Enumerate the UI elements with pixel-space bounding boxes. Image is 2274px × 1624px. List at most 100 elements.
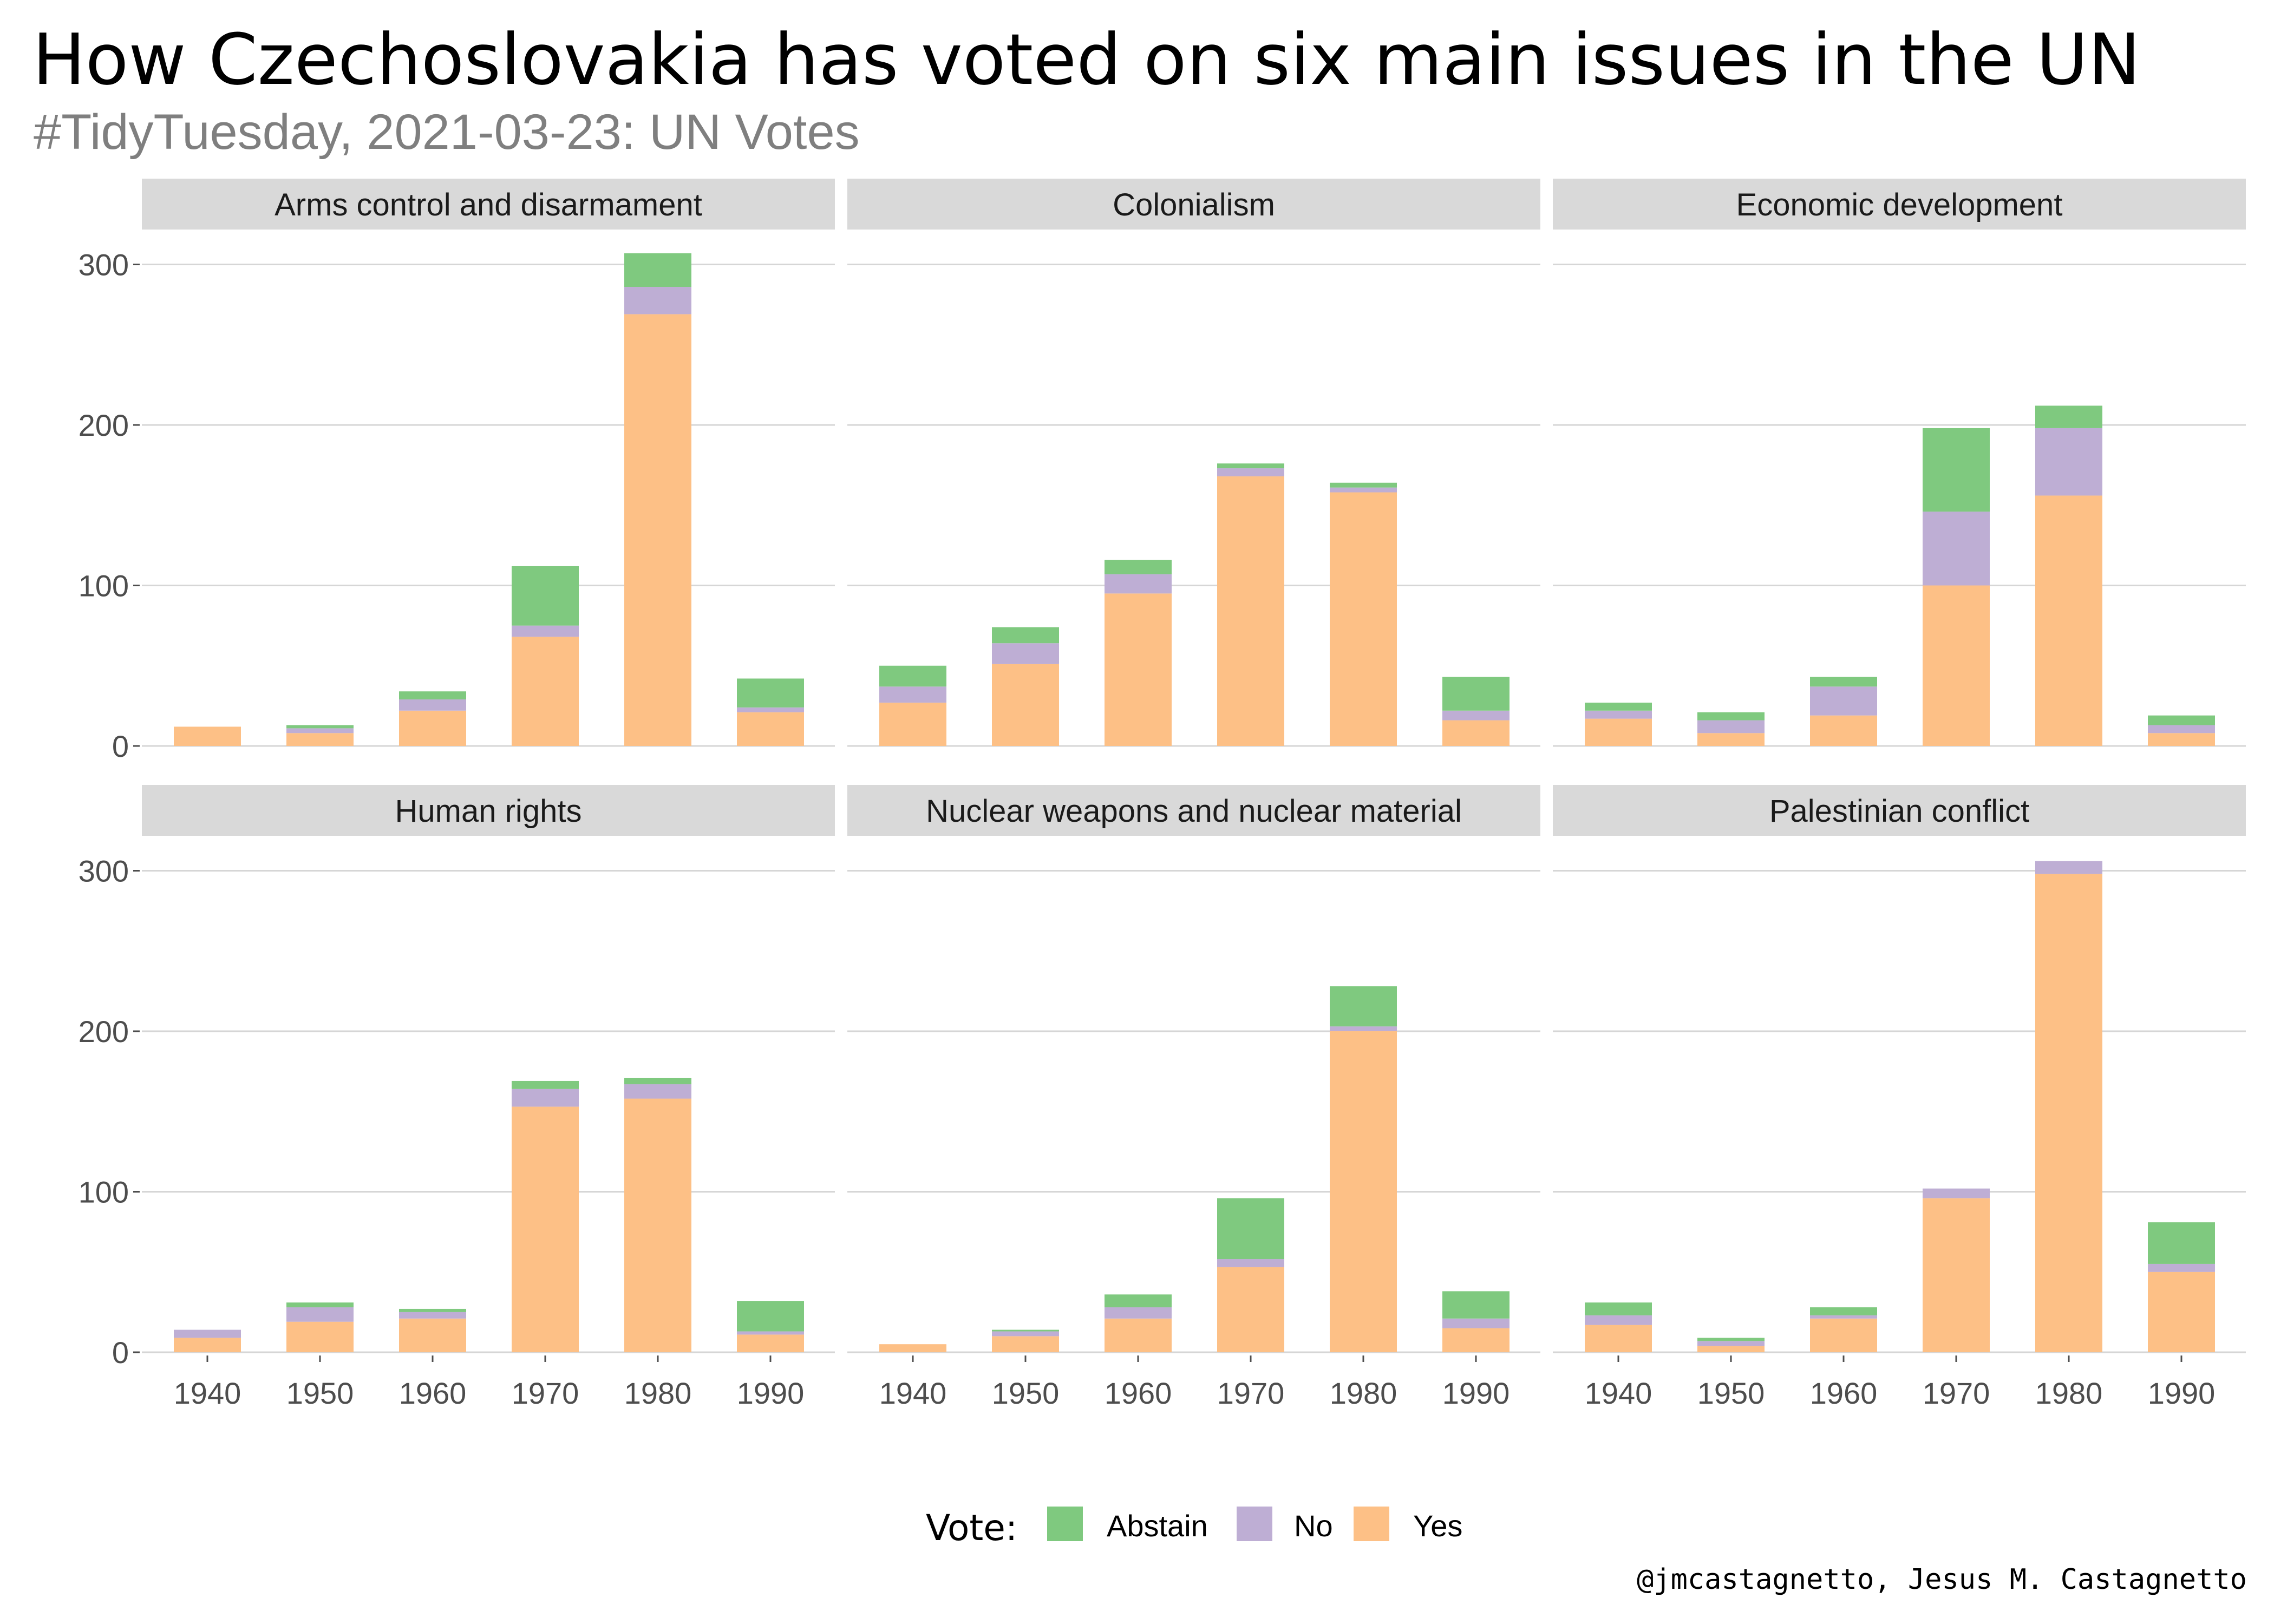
bar-abstain-1980: [624, 1077, 691, 1084]
bar-abstain-1970: [512, 1081, 579, 1089]
y-tick-label: 100: [79, 569, 129, 603]
bar-no-1960: [1810, 686, 1877, 716]
bar-yes-1970: [1217, 476, 1284, 746]
bar-no-1940: [1585, 1315, 1652, 1325]
legend-swatch-abstain: [1047, 1507, 1083, 1541]
bar-yes-1950: [1697, 1346, 1765, 1352]
y-tick-label: 0: [112, 1335, 129, 1370]
x-tick-label: 1990: [737, 1376, 805, 1410]
bar-yes-1940: [1585, 1325, 1652, 1352]
y-tick-label: 200: [79, 1014, 129, 1049]
bar-abstain-1950: [992, 1330, 1059, 1332]
bar-yes-1990: [737, 712, 804, 746]
bar-no-1950: [286, 728, 354, 734]
facet-strip-label: Human rights: [395, 794, 582, 829]
bar-yes-1970: [1217, 1267, 1284, 1352]
bar-yes-1940: [174, 726, 241, 746]
bar-abstain-1950: [1697, 1338, 1765, 1341]
x-tick-label: 1970: [1923, 1376, 1990, 1410]
bar-abstain-1980: [1330, 482, 1397, 488]
x-tick-label: 1960: [399, 1376, 467, 1410]
facet-strip: [142, 785, 835, 836]
x-tick-label: 1960: [1105, 1376, 1172, 1410]
bar-abstain-1940: [879, 665, 946, 687]
x-tick-label: 1940: [1585, 1376, 1652, 1410]
x-tick-label: 1980: [2035, 1376, 2103, 1410]
facet-strip-label: Economic development: [1736, 187, 2063, 222]
bar-yes-1990: [2148, 1272, 2215, 1352]
bar-yes-1950: [286, 733, 354, 746]
chart-title: How Czechoslovakia has voted on six main…: [32, 18, 2140, 101]
facet-strip-label: Nuclear weapons and nuclear material: [926, 794, 1462, 829]
bar-no-1950: [1697, 720, 1765, 734]
bar-abstain-1960: [399, 1308, 466, 1312]
bar-no-1990: [737, 1331, 804, 1335]
bar-yes-1980: [2035, 495, 2102, 746]
bar-no-1970: [1923, 512, 1990, 586]
y-tick-label: 0: [112, 729, 129, 763]
legend-title: Vote:: [926, 1507, 1017, 1549]
bar-abstain-1990: [737, 1301, 804, 1332]
bar-no-1970: [512, 625, 579, 637]
bar-yes-1980: [2035, 874, 2102, 1352]
bar-yes-1990: [1442, 720, 1510, 746]
bar-abstain-1980: [2035, 405, 2102, 428]
bar-abstain-1970: [1923, 428, 1990, 512]
bar-yes-1950: [286, 1321, 354, 1352]
bar-abstain-1960: [1105, 560, 1172, 574]
facet-panel-human-rights: Human rights 0 100 200 300 1940 1950 1960 1970 19…: [79, 785, 835, 1410]
bar-no-1970: [1217, 1259, 1284, 1267]
bar-no-1980: [2035, 428, 2102, 496]
bar-yes-1970: [512, 1106, 579, 1352]
x-tick-label: 1940: [879, 1376, 947, 1410]
x-tick-label: 1980: [624, 1376, 692, 1410]
bar-yes-1950: [992, 664, 1059, 746]
bar-no-1980: [624, 287, 691, 315]
legend-swatch-no: [1237, 1507, 1272, 1541]
bar-yes-1970: [1923, 585, 1990, 746]
bar-abstain-1990: [2148, 715, 2215, 725]
bar-no-1990: [1442, 710, 1510, 721]
bar-no-1990: [2148, 1263, 2215, 1272]
bar-no-1950: [992, 643, 1059, 664]
legend-swatch-yes: [1354, 1507, 1389, 1541]
bar-no-1970: [1217, 468, 1284, 476]
bar-no-1970: [512, 1089, 579, 1107]
bar-abstain-1950: [286, 1302, 354, 1307]
bar-abstain-1970: [1217, 1198, 1284, 1260]
bar-yes-1940: [174, 1338, 241, 1352]
bar-no-1940: [174, 1330, 241, 1338]
bar-yes-1970: [512, 637, 579, 746]
bar-no-1950: [992, 1331, 1059, 1337]
bar-yes-1980: [1330, 1031, 1397, 1352]
bar-no-1960: [399, 1312, 466, 1319]
bar-abstain-1940: [1585, 702, 1652, 711]
x-tick-label: 1950: [992, 1376, 1060, 1410]
bar-no-1980: [624, 1084, 691, 1099]
x-tick-label: 1940: [174, 1376, 241, 1410]
bar-no-1950: [286, 1307, 354, 1322]
facet-strip: [847, 179, 1540, 230]
bar-abstain-1990: [1442, 1291, 1510, 1319]
bar-no-1980: [1330, 487, 1397, 493]
facet-strip: [1553, 179, 2246, 230]
bar-no-1990: [737, 707, 804, 712]
x-tick-label: 1960: [1810, 1376, 1878, 1410]
legend: Vote: Abstain No Yes: [926, 1507, 1462, 1549]
facet-strip: [847, 785, 1540, 836]
bar-abstain-1980: [624, 253, 691, 287]
bar-yes-1960: [399, 1318, 466, 1352]
facet-panel-economic-development: Economic development: [1553, 179, 2246, 747]
facet-strip: [142, 179, 835, 230]
bar-abstain-1960: [1810, 1307, 1877, 1315]
bar-yes-1970: [1923, 1198, 1990, 1352]
y-tick-label: 300: [79, 854, 129, 888]
x-tick-label: 1970: [1217, 1376, 1285, 1410]
bar-abstain-1990: [2148, 1222, 2215, 1264]
bar-yes-1960: [1810, 715, 1877, 746]
facet-strip: [1553, 785, 2246, 836]
x-tick-label: 1990: [2148, 1376, 2216, 1410]
bar-yes-1960: [1810, 1318, 1877, 1352]
x-tick-label: 1950: [1697, 1376, 1765, 1410]
bar-yes-1960: [1105, 1318, 1172, 1352]
